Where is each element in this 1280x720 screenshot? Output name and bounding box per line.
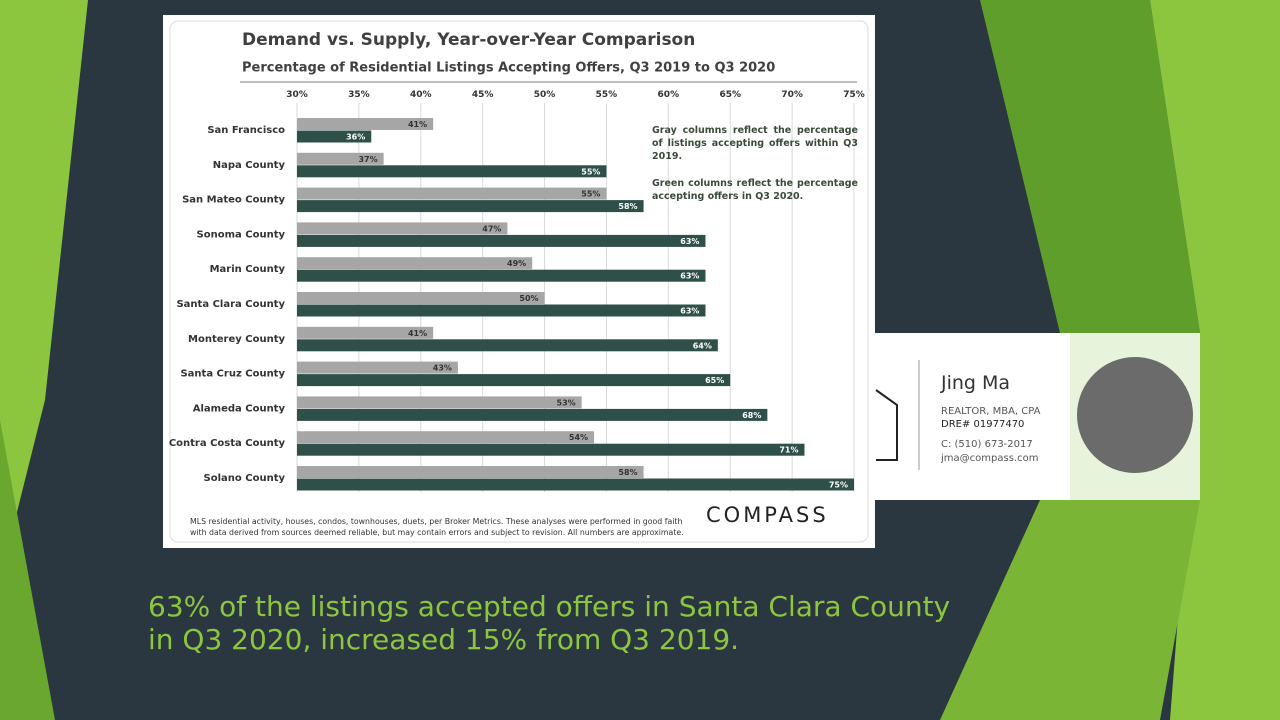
value-label: 55% [581,167,600,176]
x-tick-label: 45% [472,90,494,100]
x-tick-label: 70% [781,90,803,100]
value-label: 55% [581,190,600,199]
bar [297,431,595,444]
value-label: 64% [693,341,712,350]
value-label: 54% [569,433,588,442]
value-label: 58% [618,468,637,477]
value-label: 49% [507,259,526,268]
chart-title: Demand vs. Supply, Year-over-Year Compar… [242,30,695,50]
value-label: 37% [358,155,377,164]
card-credentials: REALTOR, MBA, CPA [941,406,1041,417]
x-tick-label: 65% [719,90,741,100]
chart-subtitle: Percentage of Residential Listings Accep… [242,61,775,76]
note: Gray columns reflect the percentage of l… [652,125,858,162]
card-phone: C: (510) 673-2017 [941,439,1033,450]
y-tick-label: Contra Costa County [169,438,286,449]
decor [980,0,1200,333]
chart-frame [169,20,869,543]
decor [0,0,88,580]
x-tick-label: 40% [410,90,432,100]
decor [940,500,1200,720]
caption: 63% of the listings accepted offers in S… [148,590,951,656]
bar [297,187,607,200]
card-name: Jing Ma [941,372,1011,394]
y-tick-label: Monterey County [188,334,285,345]
y-tick-label: Sonoma County [197,229,286,240]
card-email: jma@compass.com [941,453,1039,464]
value-label: 41% [408,329,427,338]
bar [297,304,706,317]
value-label: 47% [482,224,501,233]
bar [297,269,706,282]
note: Green columns reflect the percentage acc… [652,178,858,202]
photo [1077,357,1193,473]
y-tick-label: Solano County [204,473,286,484]
note-box: Gray columns reflect the percentage of l… [652,124,858,217]
bar [297,443,805,456]
x-tick-label: 35% [348,90,370,100]
decor [1150,0,1280,720]
logo [875,389,898,461]
value-label: 36% [346,133,365,142]
card-license: DRE# 01977470 [941,419,1025,430]
bar [297,339,718,352]
value-label: 65% [705,376,724,385]
y-tick-label: San Mateo County [182,195,285,206]
footnote: MLS residential activity, houses, condos… [190,517,684,537]
value-label: 68% [742,411,761,420]
brand: COMPASS [706,503,829,527]
y-tick-label: Santa Clara County [176,299,285,310]
bar [297,165,607,178]
bar [297,361,458,374]
bar [297,130,372,143]
y-tick-label: Santa Cruz County [180,369,285,380]
value-label: 63% [680,272,699,281]
bar [297,257,533,270]
value-label: 43% [433,364,452,373]
y-tick-label: San Francisco [207,125,285,136]
value-label: 50% [519,294,538,303]
bar [297,292,545,304]
decor [0,420,55,720]
value-label: 53% [557,398,576,407]
bar [297,118,434,130]
y-tick-label: Marin County [210,264,286,275]
value-label: 63% [680,307,699,316]
x-tick-label: 55% [596,90,618,100]
y-tick-label: Alameda County [193,403,286,414]
bar [297,326,434,339]
x-tick-label: 75% [843,90,865,100]
value-label: 41% [408,120,427,129]
bar [297,396,582,409]
x-tick-label: 50% [534,90,556,100]
value-label: 75% [829,481,848,490]
value-label: 58% [618,202,637,211]
bar [297,374,731,387]
value-label: 71% [779,446,798,455]
bar [297,408,768,421]
bar [297,234,706,247]
y-tick-label: Napa County [213,160,286,171]
value-label: 63% [680,237,699,246]
bar [297,152,384,165]
bar [297,478,854,491]
x-tick-label: 30% [286,90,308,100]
bar [297,466,644,478]
bar [297,200,644,213]
x-tick-label: 60% [658,90,680,100]
bar [297,222,508,235]
